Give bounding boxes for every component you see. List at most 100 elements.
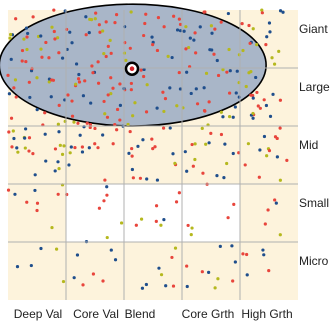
- holding-point: [12, 86, 16, 90]
- holding-point: [207, 141, 211, 145]
- holding-point: [65, 27, 69, 32]
- x-axis-label: Core Grth: [182, 307, 235, 321]
- holding-point: [215, 58, 219, 63]
- holding-point: [54, 247, 59, 251]
- holding-point: [162, 109, 166, 114]
- holding-point: [183, 150, 187, 154]
- holding-point: [83, 79, 87, 83]
- holding-point: [164, 284, 168, 288]
- holding-point: [244, 84, 248, 89]
- holding-point: [130, 167, 134, 172]
- holding-point: [178, 29, 183, 33]
- centroid-marker: [124, 61, 140, 76]
- holding-point: [129, 10, 133, 14]
- holding-point: [227, 47, 231, 52]
- holding-point: [251, 111, 255, 116]
- holding-point: [202, 10, 206, 14]
- holding-point: [52, 29, 56, 34]
- holding-point: [190, 226, 194, 230]
- holding-point: [84, 15, 88, 19]
- holding-point: [138, 176, 143, 180]
- holding-point: [23, 136, 27, 140]
- holding-point: [56, 192, 60, 196]
- x-axis-label: Blend: [125, 307, 156, 321]
- holding-point: [44, 159, 48, 163]
- holding-point: [212, 52, 216, 56]
- holding-point: [133, 101, 137, 105]
- holding-point: [98, 30, 102, 34]
- holding-point: [213, 27, 217, 31]
- y-axis-labels: Giant Large Mid Small Micro: [299, 22, 330, 268]
- holding-point: [118, 118, 122, 122]
- holding-point: [151, 147, 155, 151]
- holding-point: [178, 87, 183, 91]
- holding-point: [113, 21, 117, 25]
- holding-point: [247, 23, 251, 28]
- holding-point: [219, 110, 223, 114]
- holding-point: [91, 272, 95, 276]
- holding-point: [195, 102, 200, 106]
- holding-point: [61, 279, 66, 284]
- holding-point: [210, 31, 214, 35]
- holding-point: [49, 95, 53, 99]
- holding-point: [278, 9, 283, 13]
- holding-point: [124, 58, 128, 63]
- holding-point: [56, 160, 60, 164]
- holding-point: [76, 77, 81, 81]
- holding-point: [69, 145, 73, 149]
- holding-point: [274, 201, 278, 205]
- holding-point: [50, 225, 54, 230]
- holding-point: [182, 29, 186, 33]
- holding-point: [161, 90, 165, 94]
- holding-point: [230, 244, 234, 248]
- holding-point: [171, 152, 175, 156]
- holding-point: [163, 96, 168, 101]
- holding-point: [105, 235, 109, 240]
- holding-point: [94, 11, 98, 15]
- holding-point: [251, 116, 255, 120]
- holding-point: [139, 217, 144, 221]
- holding-point: [16, 150, 20, 154]
- style-grid-lines: [8, 10, 298, 300]
- holding-point: [166, 54, 170, 58]
- holding-point: [52, 8, 56, 12]
- holding-point: [262, 253, 266, 257]
- holding-point: [50, 25, 54, 29]
- holding-point: [53, 37, 57, 41]
- holding-point: [96, 60, 100, 64]
- holding-point: [39, 34, 43, 38]
- holding-point: [102, 52, 106, 56]
- holding-point: [67, 163, 71, 167]
- holding-point: [25, 35, 29, 39]
- holding-point: [118, 103, 123, 107]
- holding-point: [258, 148, 262, 152]
- holding-point: [27, 80, 31, 84]
- holding-point: [281, 10, 285, 14]
- centroid-dot: [129, 66, 135, 71]
- holding-point: [268, 114, 273, 118]
- holding-point: [174, 200, 179, 204]
- holding-point: [264, 43, 268, 47]
- holding-point: [6, 188, 11, 192]
- holding-point: [91, 71, 95, 75]
- holding-point: [78, 133, 82, 137]
- holding-point: [105, 193, 109, 197]
- holding-point: [203, 109, 207, 113]
- holding-point: [157, 266, 161, 270]
- holding-point: [187, 45, 191, 50]
- holding-point: [144, 12, 148, 16]
- holding-point: [255, 43, 259, 47]
- holding-point: [72, 276, 76, 280]
- holding-point: [93, 142, 97, 146]
- holding-point: [88, 123, 93, 127]
- holding-point: [53, 147, 58, 151]
- holding-point: [15, 146, 19, 150]
- holding-point: [136, 144, 140, 148]
- x-axis-label: High Grth: [241, 307, 292, 321]
- holding-point: [73, 145, 77, 150]
- holding-point: [128, 46, 132, 50]
- holding-point: [49, 78, 54, 82]
- holding-point: [68, 151, 72, 155]
- holding-point: [33, 173, 37, 177]
- holding-point: [31, 152, 35, 156]
